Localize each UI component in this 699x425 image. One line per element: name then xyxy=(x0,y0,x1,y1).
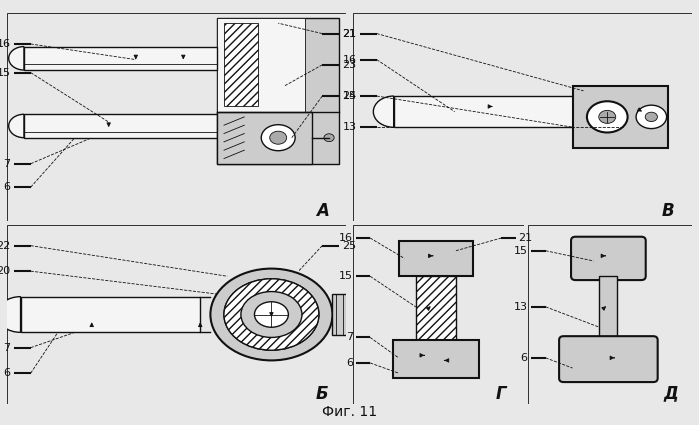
Bar xyxy=(394,96,573,127)
Text: 15: 15 xyxy=(514,246,528,256)
Text: 22: 22 xyxy=(0,241,10,251)
Text: 20: 20 xyxy=(0,266,10,276)
Text: Фиг. 11: Фиг. 11 xyxy=(322,405,377,419)
Wedge shape xyxy=(0,297,20,332)
Text: 6: 6 xyxy=(521,353,528,363)
Text: 15: 15 xyxy=(343,91,356,101)
Text: 7: 7 xyxy=(346,332,353,343)
FancyBboxPatch shape xyxy=(571,237,646,280)
Text: 6: 6 xyxy=(3,182,10,192)
Text: 6: 6 xyxy=(346,358,353,368)
Text: 6: 6 xyxy=(3,368,10,378)
Wedge shape xyxy=(373,96,394,127)
Circle shape xyxy=(636,105,667,129)
Text: 13: 13 xyxy=(514,302,528,312)
Bar xyxy=(333,294,356,335)
Text: 21: 21 xyxy=(343,28,356,39)
Text: 13: 13 xyxy=(343,122,356,132)
Text: В: В xyxy=(662,201,675,220)
Text: Г: Г xyxy=(496,385,507,402)
Text: 7: 7 xyxy=(3,343,10,353)
FancyBboxPatch shape xyxy=(559,336,658,382)
Bar xyxy=(600,276,617,340)
Circle shape xyxy=(270,131,287,144)
Bar xyxy=(398,241,473,276)
Circle shape xyxy=(254,302,289,327)
Text: 21: 21 xyxy=(343,28,356,39)
Text: 16: 16 xyxy=(339,233,353,243)
Text: Б: Б xyxy=(316,385,329,402)
Circle shape xyxy=(587,101,628,133)
Bar xyxy=(20,297,200,332)
Circle shape xyxy=(241,292,302,337)
Text: 21: 21 xyxy=(519,233,533,243)
Text: 24: 24 xyxy=(343,91,357,101)
Text: Д: Д xyxy=(664,385,679,402)
Bar xyxy=(573,85,668,148)
Bar xyxy=(24,47,217,70)
Text: 25: 25 xyxy=(343,241,356,251)
Bar xyxy=(217,18,339,164)
Bar xyxy=(224,23,258,107)
Text: 15: 15 xyxy=(0,68,10,78)
Text: А: А xyxy=(316,201,329,220)
Wedge shape xyxy=(8,114,24,138)
Text: 16: 16 xyxy=(0,39,10,49)
Circle shape xyxy=(210,269,333,360)
Text: 23: 23 xyxy=(343,60,356,70)
Circle shape xyxy=(261,125,295,151)
Circle shape xyxy=(324,134,334,142)
Circle shape xyxy=(224,279,319,350)
Text: 16: 16 xyxy=(343,54,356,65)
Text: 7: 7 xyxy=(3,159,10,169)
Bar xyxy=(416,276,456,340)
Bar xyxy=(217,18,305,112)
Wedge shape xyxy=(8,47,24,70)
Text: 15: 15 xyxy=(339,271,353,281)
Circle shape xyxy=(599,110,616,123)
Circle shape xyxy=(224,279,319,350)
Bar xyxy=(24,114,217,138)
Circle shape xyxy=(645,112,658,122)
Bar xyxy=(217,112,312,164)
Bar xyxy=(393,340,479,378)
